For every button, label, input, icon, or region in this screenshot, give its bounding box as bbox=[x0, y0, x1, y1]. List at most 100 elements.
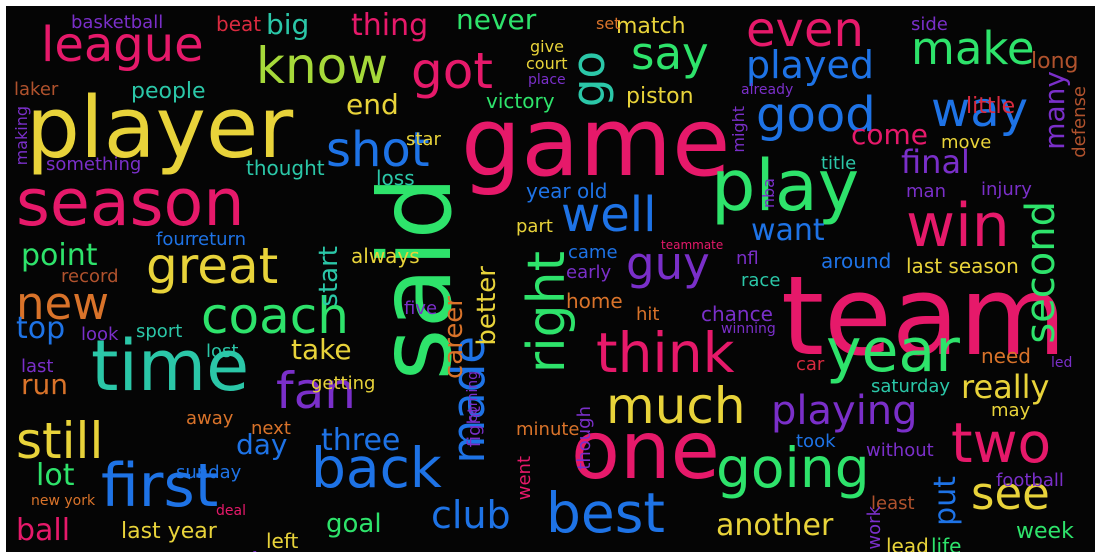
word-nba: nba bbox=[759, 178, 778, 209]
word-last-year: last year bbox=[121, 519, 217, 544]
word-loss: loss bbox=[376, 166, 415, 190]
word-week: week bbox=[1016, 519, 1074, 544]
word-thing: thing bbox=[351, 8, 429, 43]
word-see: see bbox=[971, 467, 1050, 520]
word-long: long bbox=[1031, 49, 1079, 74]
word-beat: beat bbox=[216, 12, 262, 36]
word-new: new bbox=[16, 277, 110, 330]
word-day: day bbox=[236, 428, 288, 461]
word-still: still bbox=[16, 412, 104, 470]
word-went: went bbox=[514, 456, 535, 501]
word-new-york: new york bbox=[31, 493, 96, 509]
word-player: player bbox=[26, 79, 294, 178]
word-year-old: year old bbox=[526, 179, 608, 203]
word-little: little bbox=[966, 94, 1016, 119]
word-big: big bbox=[266, 8, 310, 41]
word-might: might bbox=[729, 106, 748, 153]
word-many: many bbox=[1038, 71, 1071, 150]
word-piston: piston bbox=[626, 84, 694, 109]
word-minute: minute bbox=[516, 419, 580, 440]
word-place: place bbox=[528, 72, 566, 88]
word-league: league bbox=[41, 17, 204, 73]
word-know: know bbox=[256, 37, 389, 95]
word-five: five bbox=[404, 298, 438, 319]
word-always: always bbox=[351, 244, 420, 268]
word-around: around bbox=[821, 249, 892, 273]
word-top: top bbox=[16, 311, 66, 346]
word-deal: deal bbox=[216, 503, 246, 519]
word-make: make bbox=[911, 22, 1035, 75]
word-win: win bbox=[906, 191, 1010, 261]
word-next: next bbox=[251, 418, 291, 439]
word-last: last bbox=[21, 356, 54, 377]
word-title: title bbox=[821, 153, 857, 174]
word-victory: victory bbox=[486, 89, 555, 113]
word-really: really bbox=[961, 368, 1050, 406]
word-without: without bbox=[866, 440, 934, 461]
word-lost: lost bbox=[206, 341, 239, 362]
word-laker: laker bbox=[14, 79, 59, 100]
word-lead: lead bbox=[886, 534, 929, 552]
word-playing: playing bbox=[771, 388, 918, 434]
word-getting: getting bbox=[311, 373, 376, 394]
word-man: man bbox=[906, 181, 946, 202]
word-injury: injury bbox=[981, 179, 1032, 200]
word-game: game bbox=[461, 88, 731, 198]
word-two: two bbox=[951, 411, 1052, 475]
word-much: much bbox=[606, 377, 746, 435]
word-take: take bbox=[291, 333, 352, 366]
word-back: back bbox=[311, 436, 442, 500]
word-better: better bbox=[472, 266, 502, 346]
word-team: team bbox=[781, 252, 1067, 380]
word-play: play bbox=[711, 145, 860, 227]
word-point: point bbox=[21, 238, 98, 273]
word-way: way bbox=[931, 82, 1029, 138]
word-shot: shot bbox=[326, 122, 430, 178]
word-took: took bbox=[796, 431, 836, 452]
word-say: say bbox=[631, 27, 709, 80]
word-second: second bbox=[1018, 201, 1064, 344]
word-came: came bbox=[568, 242, 618, 263]
word-former: former bbox=[251, 551, 298, 552]
word-great: great bbox=[146, 237, 279, 295]
word-go: go bbox=[562, 51, 615, 108]
word-sunday: sunday bbox=[176, 462, 242, 483]
word-early: early bbox=[566, 262, 612, 283]
word-cloud: team game said player one season time play win ye… bbox=[6, 6, 1095, 552]
word-come: come bbox=[851, 118, 929, 151]
word-away: away bbox=[186, 408, 234, 429]
word-move: move bbox=[941, 132, 992, 153]
word-played: played bbox=[746, 43, 874, 87]
word-time: time bbox=[91, 325, 250, 407]
word-hit: hit bbox=[636, 304, 660, 325]
word-may: may bbox=[991, 400, 1031, 421]
word-fight: fight bbox=[464, 406, 485, 448]
word-goal: goal bbox=[326, 509, 382, 539]
word-chance: chance bbox=[701, 302, 773, 326]
word-run: run bbox=[21, 368, 69, 401]
word-another: another bbox=[716, 508, 834, 543]
word-last-season: last season bbox=[906, 254, 1019, 278]
word-record: record bbox=[61, 266, 119, 287]
word-sport: sport bbox=[136, 321, 183, 342]
word-career: career bbox=[439, 296, 469, 380]
word-making: making bbox=[12, 106, 31, 166]
word-four: four bbox=[156, 229, 193, 250]
word-need: need bbox=[981, 344, 1031, 368]
word-left: left bbox=[266, 529, 299, 552]
word-set: set bbox=[596, 14, 621, 33]
word-part: part bbox=[516, 216, 553, 237]
word-lot: lot bbox=[36, 458, 75, 493]
word-season: season bbox=[16, 166, 245, 241]
word-club: club bbox=[431, 493, 511, 537]
word-well: well bbox=[561, 187, 657, 243]
word-final: final bbox=[901, 143, 970, 181]
word-something: something bbox=[46, 154, 142, 175]
word-defense: defense bbox=[1069, 86, 1090, 158]
word-football: football bbox=[996, 470, 1064, 491]
word-thought: thought bbox=[246, 156, 325, 180]
word-match: match bbox=[616, 14, 686, 39]
word-end: end bbox=[346, 88, 399, 121]
word-car: car bbox=[796, 354, 825, 375]
word-people: people bbox=[131, 79, 206, 104]
